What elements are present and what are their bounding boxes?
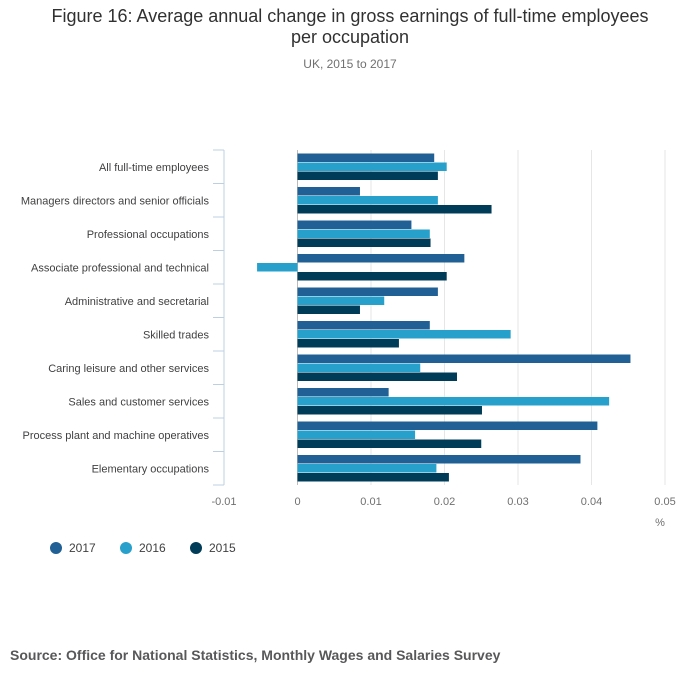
x-tick-label: 0.05 [654, 496, 675, 508]
legend-item-2016[interactable]: 2016 [120, 541, 190, 555]
bar-2015 [297, 171, 438, 180]
bar-2015 [297, 439, 482, 448]
chart-legend: 2017 2016 2015 [50, 541, 260, 555]
bar-2016 [257, 263, 298, 272]
legend-label-2016: 2016 [139, 541, 166, 555]
x-tick-label: 0.01 [360, 496, 381, 508]
bar-2015 [297, 473, 449, 482]
x-tick-label: 0.03 [507, 496, 528, 508]
bar-2017 [297, 220, 412, 229]
bar-2017 [297, 388, 389, 397]
x-tick-label: 0.04 [581, 496, 602, 508]
bar-2017 [297, 421, 598, 430]
category-label: Skilled trades [143, 329, 210, 341]
legend-swatch-2016 [120, 542, 132, 554]
bar-chart: -0.01 0 0.01 0.02 0.03 0.04 0.05% All full-time… [21, 149, 676, 529]
x-tick-label: -0.01 [211, 496, 236, 508]
bar-2017 [297, 455, 581, 464]
x-axis-title: % [655, 517, 665, 529]
bar-2015 [297, 205, 492, 214]
bar-2016 [297, 196, 438, 205]
bar-2016 [297, 229, 430, 238]
bar-2016 [297, 464, 437, 473]
bar-2017 [297, 187, 360, 196]
bar-2016 [297, 363, 421, 372]
legend-swatch-2015 [190, 542, 202, 554]
bar-2017 [297, 354, 631, 363]
category-label: Administrative and secretarial [65, 296, 209, 308]
category-label: Process plant and machine operatives [23, 430, 210, 442]
legend-label-2017: 2017 [69, 541, 96, 555]
bar-2016 [297, 330, 511, 339]
chart-title: Figure 16: Average annual change in gros… [0, 6, 700, 48]
bar-2015 [297, 406, 482, 415]
bar-2015 [297, 272, 447, 281]
chart-title-line-2: per occupation [290, 27, 410, 47]
bar-2017 [297, 254, 465, 263]
bar-2015 [297, 339, 399, 348]
legend-item-2017[interactable]: 2017 [50, 541, 120, 555]
bar-2016 [297, 162, 447, 171]
bar-2017 [297, 153, 435, 162]
bar-2015 [297, 238, 431, 247]
legend-label-2015: 2015 [209, 541, 236, 555]
bar-2015 [297, 305, 360, 314]
category-label: Associate professional and technical [31, 262, 209, 274]
bar-2015 [297, 372, 457, 381]
bar-2016 [297, 430, 416, 439]
x-tick-label: 0.02 [434, 496, 455, 508]
category-label: Managers directors and senior officials [21, 195, 210, 207]
legend-item-2015[interactable]: 2015 [190, 541, 260, 555]
category-label: Elementary occupations [92, 463, 210, 475]
chart-subtitle: UK, 2015 to 2017 [303, 57, 397, 71]
legend-swatch-2017 [50, 542, 62, 554]
category-label: Professional occupations [87, 229, 210, 241]
category-label: All full-time employees [99, 162, 210, 174]
bar-2016 [297, 397, 610, 406]
category-label: Sales and customer services [68, 396, 209, 408]
bar-2017 [297, 287, 438, 296]
bar-2016 [297, 296, 385, 305]
chart-title-line-1: Figure 16: Average annual change in gros… [51, 6, 649, 26]
category-label: Caring leisure and other services [48, 363, 209, 375]
bar-2017 [297, 321, 430, 330]
x-tick-label: 0 [294, 496, 300, 508]
source-note: Source: Office for National Statistics, … [10, 647, 501, 663]
